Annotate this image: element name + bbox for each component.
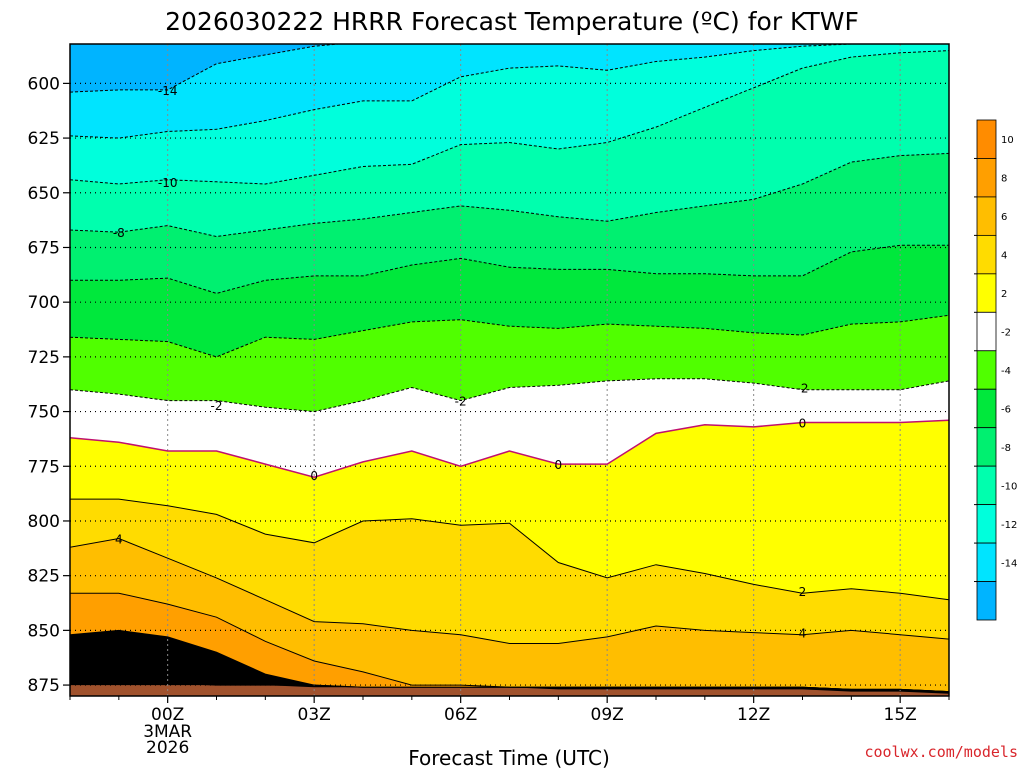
- colorbar-swatch: [976, 234, 997, 275]
- colorbar-tick-label: -4: [1001, 366, 1011, 377]
- y-tick-label: 650: [28, 184, 60, 204]
- colorbar-tick-label: -2: [1001, 328, 1011, 339]
- contour-label: 0: [799, 417, 807, 431]
- contour-line-4: [70, 537, 949, 644]
- y-tick-label: 700: [28, 293, 60, 313]
- contour-label: -8: [113, 226, 125, 240]
- x-tick-label: 00Z: [151, 705, 184, 725]
- colorbar-tick-label: 6: [1001, 212, 1007, 223]
- contour-line--4: [70, 314, 949, 358]
- ground-fill: [70, 685, 949, 696]
- colorbar-tick-label: 10: [1001, 135, 1014, 146]
- contour-label: 4: [115, 532, 123, 546]
- colorbar-swatch: [976, 542, 997, 582]
- contour-line-2: [70, 498, 949, 601]
- x-axis-label: Forecast Time (UTC): [408, 746, 610, 768]
- x-date-label: 2026: [146, 738, 189, 758]
- colorbar-tick-label: 4: [1001, 251, 1007, 262]
- contour-label: -2: [211, 399, 223, 413]
- plot-clip-group: -14 -10 -8 -2 -2 -2 0 0 0 4 2 4: [70, 44, 949, 696]
- contour-label: 0: [310, 469, 318, 483]
- colorbar-tick-label: 8: [1001, 174, 1007, 185]
- x-tick-label: 12Z: [737, 705, 770, 725]
- colorbar-swatch: [976, 504, 997, 544]
- contour-label: 2: [799, 585, 807, 599]
- y-tick-label: 625: [28, 129, 60, 149]
- colorbar-swatch: [976, 311, 997, 352]
- colorbar-tick-label: 2: [1001, 289, 1007, 300]
- colorbar-tick-label: -12: [1001, 520, 1017, 531]
- colorbar-swatch: [976, 388, 997, 429]
- colorbar-tick-label: -6: [1001, 404, 1011, 415]
- credit-text: coolwx.com/models: [864, 743, 1018, 761]
- x-tick-label: 06Z: [444, 705, 477, 725]
- contour-line--6: [70, 244, 949, 294]
- y-tick-label: 600: [28, 74, 60, 94]
- colorbar-swatch: [976, 273, 997, 313]
- chart-title: 2026030222 HRRR Forecast Temperature (ºC…: [165, 7, 859, 36]
- colorbar-tick-label: -14: [1001, 558, 1017, 569]
- y-tick-label: 775: [28, 457, 60, 477]
- plot-area: -14 -10 -8 -2 -2 -2 0 0 0 4 2 4 600 625 650 675 700 725 75…: [28, 43, 1017, 758]
- colorbar-tick-label: -10: [1001, 481, 1017, 492]
- colorbar-swatch: [976, 465, 997, 506]
- y-tick-label: 725: [28, 348, 60, 368]
- band-fill-above-6: [70, 593, 949, 696]
- contour-label: -10: [158, 176, 178, 190]
- contour-line--2: [70, 378, 949, 413]
- contour-label: 4: [799, 627, 807, 641]
- contour-label: -2: [797, 382, 809, 396]
- y-tick-label: 750: [28, 403, 60, 423]
- y-tick-label: 875: [28, 676, 60, 696]
- contour-line--8: [70, 152, 949, 238]
- colorbar-swatch: [976, 581, 997, 621]
- colorbar-swatch: [976, 158, 997, 198]
- contour-line-10: [70, 677, 949, 693]
- x-tick-label: 03Z: [298, 705, 331, 725]
- contour-line--10: [70, 50, 949, 185]
- colorbar-swatch: [976, 427, 997, 467]
- y-tick-label: 825: [28, 567, 60, 587]
- contour-line--12: [70, 44, 949, 139]
- colorbar-swatch: [976, 196, 997, 236]
- x-tick-label: 15Z: [884, 705, 917, 725]
- contour-line-0: [70, 419, 949, 478]
- contour-label: 0: [555, 458, 563, 472]
- y-tick-label: 850: [28, 621, 60, 641]
- x-date-label: 3MAR: [143, 722, 192, 742]
- y-tick-label: 800: [28, 512, 60, 532]
- colorbar-swatch: [976, 119, 997, 159]
- x-tick-label: 09Z: [591, 705, 624, 725]
- colorbar-swatch: [976, 350, 997, 390]
- contour-label: -2: [455, 395, 467, 409]
- colorbar-tick-label: -8: [1001, 443, 1011, 454]
- contour-label: -14: [158, 84, 178, 98]
- y-tick-label: 675: [28, 238, 60, 258]
